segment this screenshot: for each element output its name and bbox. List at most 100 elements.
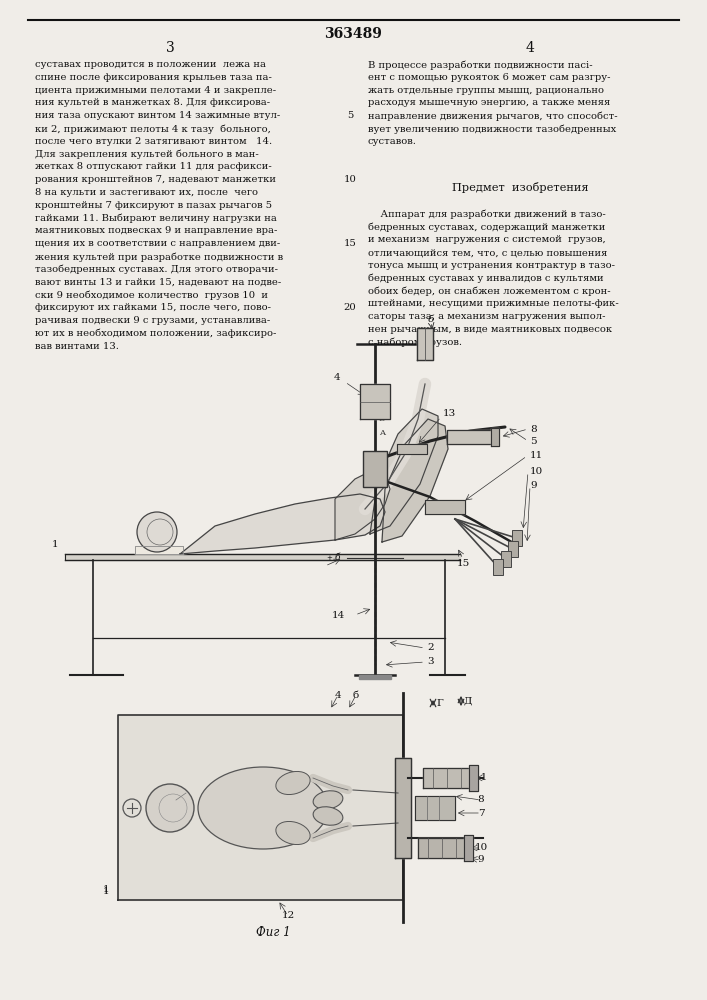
Text: ния культей в манжетках 8. Для фиксирова-: ния культей в манжетках 8. Для фиксирова…: [35, 98, 270, 107]
Text: маятниковых подвесках 9 и направление вра-: маятниковых подвесках 9 и направление вр…: [35, 226, 277, 235]
Polygon shape: [417, 328, 433, 360]
Polygon shape: [118, 715, 403, 900]
FancyBboxPatch shape: [501, 551, 511, 567]
Text: расходуя мышечную энергию, а также меняя: расходуя мышечную энергию, а также меняя: [368, 98, 610, 107]
Text: A: A: [379, 401, 385, 409]
Text: 15: 15: [344, 239, 356, 248]
Text: спине после фиксирования крыльев таза па-: спине после фиксирования крыльев таза па…: [35, 73, 272, 82]
Text: тазобедренных суставах. Для этого отворачи-: тазобедренных суставах. Для этого отвора…: [35, 265, 278, 274]
Text: 1: 1: [52, 540, 58, 549]
Text: +: +: [326, 555, 332, 561]
Text: 9: 9: [530, 481, 537, 489]
Text: рования кронштейнов 7, надевают манжетки: рования кронштейнов 7, надевают манжетки: [35, 175, 276, 184]
Polygon shape: [491, 428, 499, 446]
Text: после чего втулки 2 затягивают винтом   14.: после чего втулки 2 затягивают винтом 14…: [35, 137, 272, 146]
Text: рачивая подвески 9 с грузами, устанавлива-: рачивая подвески 9 с грузами, устанавлив…: [35, 316, 270, 325]
Text: направление движения рычагов, что способст-: направление движения рычагов, что способ…: [368, 111, 618, 121]
Text: щения их в соответствии с направлением дви-: щения их в соответствии с направлением д…: [35, 239, 280, 248]
Text: 10: 10: [474, 844, 488, 852]
Text: Предмет  изобретения: Предмет изобретения: [452, 182, 588, 193]
Text: В процессе разработки подвижности пaci-: В процессе разработки подвижности пaci-: [368, 60, 592, 70]
Text: бедренных суставах у инвалидов с культями: бедренных суставах у инвалидов с культям…: [368, 274, 604, 283]
Circle shape: [137, 512, 177, 552]
Text: жения культей при разработке подвижности в: жения культей при разработке подвижности…: [35, 252, 283, 261]
Polygon shape: [359, 675, 391, 679]
Text: суставах проводится в положении  лежа на: суставах проводится в положении лежа на: [35, 60, 266, 69]
Text: обоих бедер, он снабжен ложементом с крон-: обоих бедер, он снабжен ложементом с кро…: [368, 287, 611, 296]
Polygon shape: [464, 835, 473, 861]
Text: вав винтами 13.: вав винтами 13.: [35, 342, 119, 351]
Text: 3: 3: [427, 658, 433, 666]
Polygon shape: [180, 494, 385, 554]
Polygon shape: [335, 469, 390, 540]
FancyBboxPatch shape: [493, 559, 503, 575]
Text: Г: Г: [436, 698, 443, 708]
Polygon shape: [397, 444, 427, 454]
Ellipse shape: [276, 771, 310, 795]
Text: 2: 2: [427, 644, 433, 652]
Polygon shape: [65, 554, 460, 560]
FancyBboxPatch shape: [363, 451, 387, 487]
Text: саторы таза, а механизм нагружения выпол-: саторы таза, а механизм нагружения выпол…: [368, 312, 605, 321]
Polygon shape: [423, 768, 473, 788]
Text: 12: 12: [281, 912, 295, 920]
Text: 1: 1: [103, 886, 110, 894]
Text: 15: 15: [457, 560, 469, 568]
Text: 4: 4: [334, 690, 341, 700]
Text: фиксируют их гайками 15, после чего, пово-: фиксируют их гайками 15, после чего, пов…: [35, 303, 271, 312]
Polygon shape: [415, 796, 455, 820]
Polygon shape: [382, 419, 448, 542]
Text: 11: 11: [530, 450, 543, 460]
Text: A: A: [379, 429, 385, 437]
Text: ски 9 необходимое количество  грузов 10  и: ски 9 необходимое количество грузов 10 и: [35, 290, 268, 300]
Text: Для закрепления культей больного в ман-: Для закрепления культей больного в ман-: [35, 150, 259, 159]
Text: 13: 13: [443, 410, 456, 418]
Text: 20: 20: [344, 303, 356, 312]
FancyBboxPatch shape: [512, 530, 522, 546]
Text: Д: Д: [464, 696, 472, 706]
Polygon shape: [360, 384, 390, 419]
Text: 10: 10: [344, 175, 356, 184]
Text: гайками 11. Выбирают величину нагрузки на: гайками 11. Выбирают величину нагрузки н…: [35, 214, 277, 223]
Text: и механизм  нагружения с системой  грузов,: и механизм нагружения с системой грузов,: [368, 235, 606, 244]
Text: суставов.: суставов.: [368, 137, 417, 146]
Polygon shape: [135, 546, 183, 554]
Text: ки 2, прижимают пелоты 4 к тазу  больного,: ки 2, прижимают пелоты 4 к тазу больного…: [35, 124, 271, 133]
Text: 3: 3: [165, 41, 175, 55]
Text: тонуса мышц и устранения контрактур в тазо-: тонуса мышц и устранения контрактур в та…: [368, 261, 615, 270]
Text: Аппарат для разработки движений в тазо-: Аппарат для разработки движений в тазо-: [368, 210, 606, 219]
Text: ют их в необходимом положении, зафиксиро-: ют их в необходимом положении, зафиксиро…: [35, 329, 276, 338]
Text: Фиг 1: Фиг 1: [256, 926, 291, 938]
Text: 1: 1: [103, 888, 110, 896]
Text: кронштейны 7 фиксируют в пазах рычагов 5: кронштейны 7 фиксируют в пазах рычагов 5: [35, 201, 272, 210]
Text: ния таза опускают винтом 14 зажимные втул-: ния таза опускают винтом 14 зажимные вту…: [35, 111, 280, 120]
Text: 8: 8: [530, 424, 537, 434]
Ellipse shape: [198, 767, 328, 849]
Circle shape: [146, 784, 194, 832]
Text: вует увеличению подвижности тазобедренных: вует увеличению подвижности тазобедренны…: [368, 124, 617, 133]
Text: ент с помощью рукояток 6 может сам разгру-: ент с помощью рукояток 6 может сам разгр…: [368, 73, 611, 82]
Text: б: б: [334, 554, 340, 562]
Text: нен рычажным, в виде маятниковых подвесок: нен рычажным, в виде маятниковых подвесо…: [368, 325, 612, 334]
Ellipse shape: [276, 821, 310, 845]
Polygon shape: [418, 838, 468, 858]
Text: циента прижимными пелотами 4 и закрепле-: циента прижимными пелотами 4 и закрепле-: [35, 86, 276, 95]
Text: B: B: [379, 415, 385, 423]
Text: 8: 8: [478, 796, 484, 804]
Text: жать отдельные группы мышц, рационально: жать отдельные группы мышц, рационально: [368, 86, 604, 95]
Ellipse shape: [313, 807, 343, 825]
Text: 14: 14: [332, 610, 345, 619]
Text: штейнами, несущими прижимные пелоты-фик-: штейнами, несущими прижимные пелоты-фик-: [368, 299, 619, 308]
Text: 4: 4: [525, 41, 534, 55]
Ellipse shape: [313, 791, 343, 809]
Text: жетках 8 отпускают гайки 11 для расфикси-: жетках 8 отпускают гайки 11 для расфикси…: [35, 162, 271, 171]
Text: 5: 5: [347, 111, 354, 120]
Text: 8 на культи и застегивают их, после  чего: 8 на культи и застегивают их, после чего: [35, 188, 258, 197]
Text: 7: 7: [478, 808, 484, 818]
FancyBboxPatch shape: [508, 541, 518, 557]
Text: бедренных суставах, содержащий манжетки: бедренных суставах, содержащий манжетки: [368, 223, 605, 232]
Text: 9: 9: [478, 856, 484, 864]
Text: 10: 10: [530, 466, 543, 476]
Text: б: б: [353, 690, 359, 700]
Polygon shape: [425, 500, 465, 514]
